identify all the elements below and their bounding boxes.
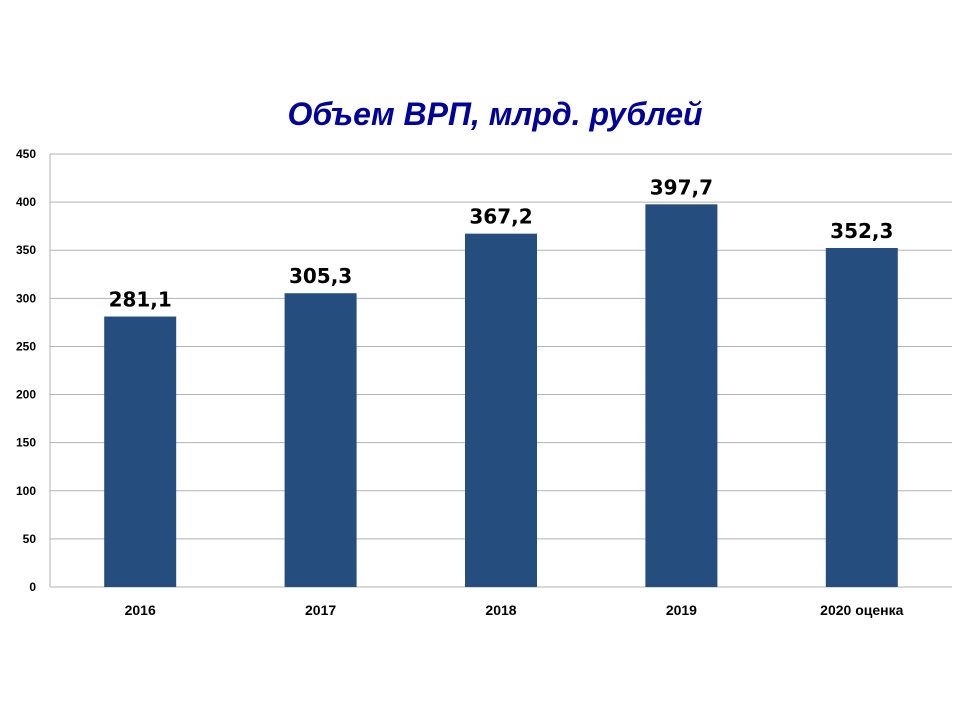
y-tick-label: 100 xyxy=(16,484,36,498)
y-tick-label: 450 xyxy=(16,147,36,161)
data-label: 305,3 xyxy=(289,264,352,288)
bar xyxy=(825,248,898,588)
bar xyxy=(104,316,177,587)
y-tick-label: 350 xyxy=(16,243,36,257)
data-label: 397,7 xyxy=(650,175,713,199)
data-label: 352,3 xyxy=(830,219,893,243)
y-tick-label: 50 xyxy=(23,532,37,546)
y-tick-label: 0 xyxy=(29,580,36,594)
y-tick-label: 150 xyxy=(16,436,36,450)
x-tick-label: 2020 оценка xyxy=(820,602,903,618)
bar xyxy=(284,293,357,587)
y-tick-label: 200 xyxy=(16,388,36,402)
x-tick-label: 2018 xyxy=(485,602,516,618)
data-label: 367,2 xyxy=(469,205,532,229)
bar xyxy=(645,204,718,587)
x-tick-label: 2016 xyxy=(125,602,156,618)
data-label: 281,1 xyxy=(109,288,172,312)
y-tick-label: 300 xyxy=(16,291,36,305)
bar xyxy=(465,233,537,587)
chart-title: Объем ВРП, млрд. рублей xyxy=(287,96,703,132)
y-tick-label: 400 xyxy=(16,195,36,209)
x-tick-label: 2019 xyxy=(666,602,697,618)
y-tick-label: 250 xyxy=(16,339,36,353)
x-tick-label: 2017 xyxy=(305,602,336,618)
